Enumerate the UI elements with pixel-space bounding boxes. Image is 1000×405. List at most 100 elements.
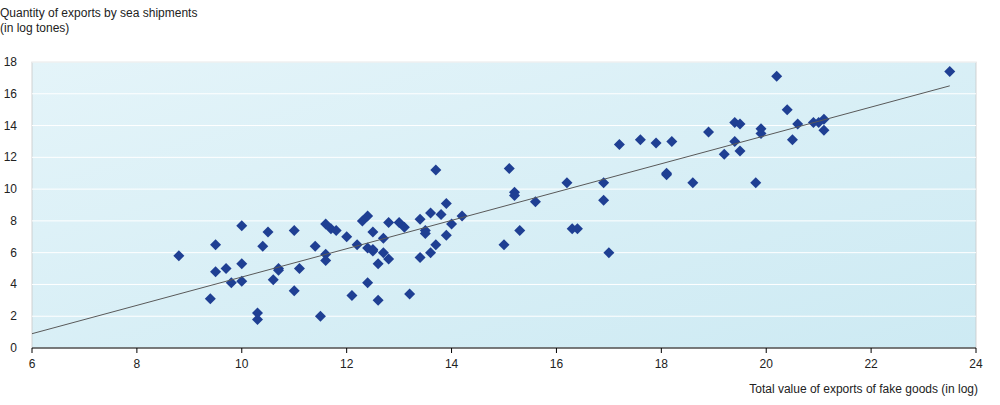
x-tick-label: 18: [655, 357, 669, 371]
point: [425, 207, 436, 218]
point: [289, 285, 300, 296]
point: [236, 258, 247, 269]
point: [441, 198, 452, 209]
point: [289, 225, 300, 236]
point: [661, 168, 672, 179]
grid-line: [32, 220, 976, 221]
point: [436, 209, 447, 220]
point: [504, 163, 515, 174]
point: [944, 66, 955, 77]
x-tick-label: 10: [235, 357, 249, 371]
point: [205, 293, 216, 304]
point: [755, 123, 766, 134]
x-tick-label: 8: [134, 357, 141, 371]
marks: [32, 66, 955, 334]
point: [315, 311, 326, 322]
point: [373, 295, 384, 306]
grid-line: [32, 348, 976, 349]
point: [383, 254, 394, 265]
chart: 024681012141618681012141618202224: [0, 0, 1000, 405]
x-tick: [346, 348, 347, 353]
x-axis-title: Total value of exports of fake goods (in…: [749, 382, 978, 396]
point: [252, 308, 263, 319]
point: [341, 231, 352, 242]
x-tick: [32, 348, 33, 353]
x-tick: [976, 348, 977, 353]
y-tick-label: 10: [4, 182, 18, 196]
y-tick-label: 16: [4, 87, 18, 101]
point: [514, 225, 525, 236]
x-tick: [241, 348, 242, 353]
x-tick-label: 16: [550, 357, 564, 371]
grid-line: [32, 62, 976, 63]
grid-line: [32, 125, 976, 126]
y-tick-label: 4: [10, 277, 17, 291]
plot-area: [32, 62, 976, 348]
point: [430, 165, 441, 176]
point: [221, 263, 232, 274]
point: [441, 230, 452, 241]
point: [367, 246, 378, 257]
point: [294, 263, 305, 274]
point: [383, 217, 394, 228]
x-axis-line: [32, 348, 976, 349]
y-axis-title: Quantity of exports by sea shipments (in…: [0, 6, 205, 36]
x-tick-label: 24: [969, 357, 983, 371]
point: [373, 258, 384, 269]
point: [362, 277, 373, 288]
grid-line: [32, 316, 976, 317]
x-tick: [661, 348, 662, 353]
x-tick-label: 20: [760, 357, 774, 371]
x-tick-label: 6: [29, 357, 36, 371]
x-tick-label: 14: [445, 357, 459, 371]
point: [210, 266, 221, 277]
point: [735, 118, 746, 129]
x-tick-label: 12: [340, 357, 354, 371]
y-tick-label: 12: [4, 150, 18, 164]
point: [771, 71, 782, 82]
point: [687, 177, 698, 188]
y-tick-label: 18: [4, 55, 18, 69]
point: [415, 214, 426, 225]
grid-line: [32, 252, 976, 253]
point: [430, 239, 441, 250]
point: [561, 177, 572, 188]
point: [404, 288, 415, 299]
trend-line: [32, 86, 950, 334]
point: [173, 250, 184, 261]
point: [666, 136, 677, 147]
point: [719, 149, 730, 160]
x-tick: [136, 348, 137, 353]
point: [236, 220, 247, 231]
point: [735, 145, 746, 156]
point: [614, 139, 625, 150]
point: [782, 104, 793, 115]
point: [598, 195, 609, 206]
x-tick: [556, 348, 557, 353]
grid-line: [32, 93, 976, 94]
point: [310, 241, 321, 252]
point: [367, 227, 378, 238]
point: [750, 177, 761, 188]
point: [420, 228, 431, 239]
x-tick: [871, 348, 872, 353]
grid-line: [32, 284, 976, 285]
y-tick-label: 14: [4, 119, 18, 133]
point: [651, 138, 662, 149]
point: [572, 223, 583, 234]
point: [346, 290, 357, 301]
y-tick-label: 0: [10, 341, 17, 355]
point: [257, 241, 268, 252]
grid-line: [32, 157, 976, 158]
point: [399, 222, 410, 233]
point: [499, 239, 510, 250]
y-tick-label: 2: [10, 309, 17, 323]
x-tick-label: 22: [864, 357, 878, 371]
y-tick-label: 6: [10, 246, 17, 260]
point: [320, 255, 331, 266]
point: [509, 190, 520, 201]
x-tick: [451, 348, 452, 353]
point: [635, 134, 646, 145]
y-tick-label: 8: [10, 214, 17, 228]
point: [603, 247, 614, 258]
